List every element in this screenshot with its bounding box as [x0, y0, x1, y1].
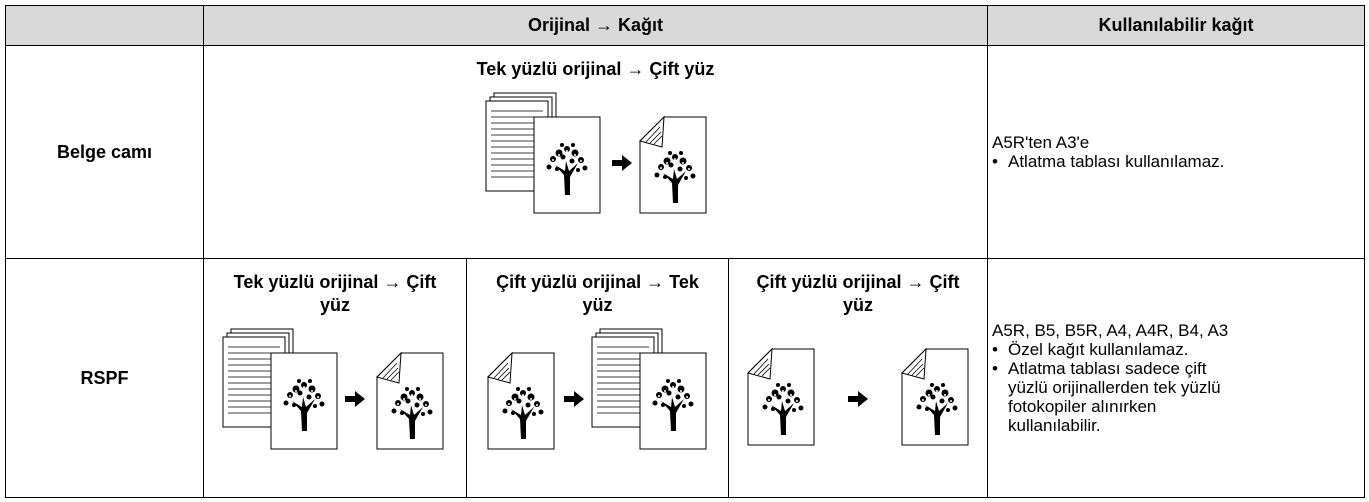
note: Özel kağıt kullanılamaz. — [992, 340, 1364, 359]
illustration — [742, 327, 974, 451]
paper-sizes: A5R, B5, B5R, A4, A4R, B4, A3 — [992, 321, 1229, 340]
illustration — [222, 328, 451, 451]
header: Kullanılabilir kağıt — [987, 5, 1365, 46]
mode-title: Çift yüzlü orijinal → Çift yüz — [756, 272, 960, 315]
paper-sizes: A5R'ten A3'e — [992, 133, 1090, 152]
notes: Atlatma tablası kullanılamaz. — [992, 152, 1364, 171]
header: Orijinal → Kağıt — [203, 5, 988, 46]
header-empty — [5, 5, 204, 46]
table: Orijinal → Kağıt Kullanılabilir kağıt Be… — [5, 5, 1365, 498]
paper-cell: A5R'ten A3'e Atlatma tablası kullanılama… — [987, 45, 1365, 259]
illustration — [485, 92, 716, 215]
row-label: Belge camı — [5, 45, 204, 259]
mode-title: Tek yüzlü orijinal → Çift yüz — [233, 272, 437, 315]
mode-cell: Tek yüzlü orijinal → Çift yüz — [203, 45, 988, 259]
mode-cell: Çift yüzlü orijinal → Tek yüz — [466, 258, 729, 498]
note: Atlatma tablası kullanılamaz. — [992, 152, 1364, 171]
mode-cell: Çift yüzlü orijinal → Çift yüz — [728, 258, 988, 498]
mode-title: Tek yüzlü orijinal → Çift yüz — [476, 59, 715, 79]
row-label: RSPF — [5, 258, 204, 498]
illustration — [482, 328, 714, 451]
notes: Özel kağıt kullanılamaz. Atlatma tablası… — [992, 340, 1364, 435]
mode-title: Çift yüzlü orijinal → Tek yüz — [496, 272, 699, 315]
note: Atlatma tablası sadece çift yüzlü orijin… — [992, 359, 1238, 435]
paper-cell: A5R, B5, B5R, A4, A4R, B4, A3 Özel kağıt… — [987, 258, 1365, 498]
mode-cell: Tek yüzlü orijinal → Çift yüz — [203, 258, 467, 498]
